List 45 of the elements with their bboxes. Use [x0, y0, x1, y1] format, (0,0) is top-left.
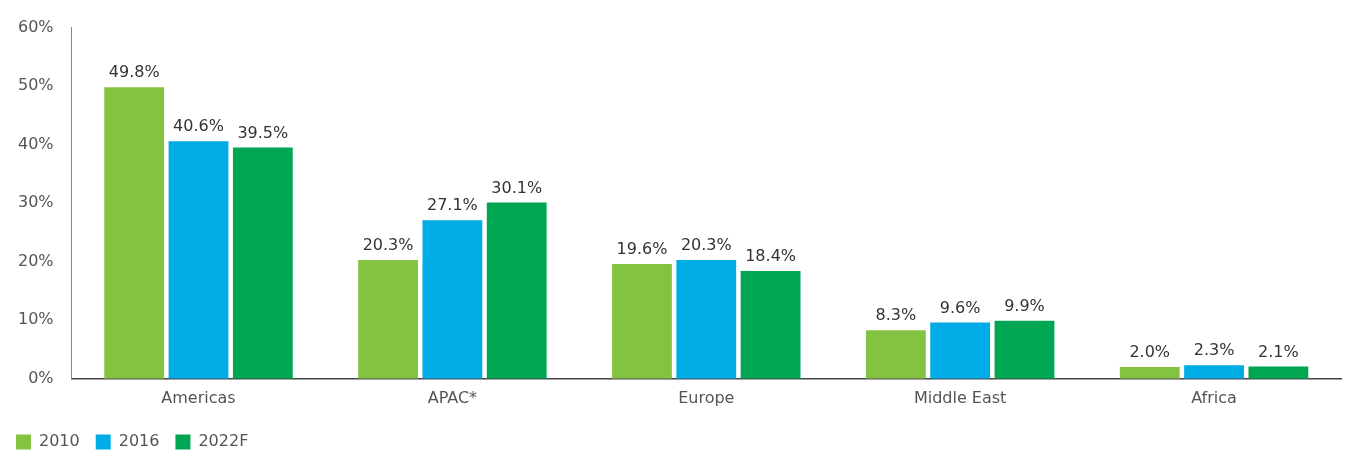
y-tick-label: 60%	[18, 16, 54, 36]
bar	[486, 202, 547, 379]
data-label: 27.1%	[426, 195, 478, 215]
bar	[168, 141, 229, 379]
y-tick-label: 0%	[28, 367, 54, 387]
bar	[740, 271, 801, 379]
legend-label: 2010	[39, 431, 80, 451]
bar	[930, 322, 991, 379]
legend-label: 2022F	[198, 431, 249, 451]
x-tick-label: Middle East	[913, 387, 1007, 407]
y-tick-label: 20%	[18, 250, 54, 270]
data-label: 30.1%	[491, 177, 543, 197]
data-label: 19.6%	[616, 239, 668, 259]
y-tick-label: 10%	[18, 309, 54, 329]
bar	[232, 147, 293, 379]
data-label: 49.8%	[108, 62, 160, 82]
bar	[358, 259, 418, 379]
y-tick-label: 30%	[18, 192, 54, 212]
x-tick-label: APAC*	[427, 387, 478, 407]
data-label: 9.9%	[1004, 296, 1045, 316]
data-label: 2.1%	[1258, 341, 1299, 361]
data-label: 39.5%	[237, 122, 289, 142]
data-label: 20.3%	[680, 235, 732, 255]
y-tick-label: 40%	[18, 133, 54, 153]
data-label: 8.3%	[875, 305, 917, 325]
y-tick-label: 50%	[18, 75, 54, 95]
bar	[104, 87, 165, 379]
data-label: 40.6%	[173, 116, 224, 136]
bar	[612, 264, 672, 379]
bar	[676, 259, 737, 379]
x-tick-label: Africa	[1191, 387, 1237, 407]
bar	[1184, 365, 1244, 379]
legend-label: 2016	[118, 431, 160, 451]
bar	[422, 220, 483, 379]
x-tick-label: Europe	[678, 387, 735, 407]
bar	[1119, 367, 1180, 379]
data-label: 2.0%	[1129, 342, 1171, 362]
data-label: 9.6%	[939, 297, 981, 317]
bar	[865, 330, 926, 379]
data-label: 20.3%	[362, 235, 414, 255]
data-label: 2.3%	[1193, 340, 1235, 360]
data-label: 18.4%	[745, 246, 797, 266]
bar	[994, 320, 1055, 379]
bar	[1248, 366, 1309, 379]
x-tick-label: Americas	[161, 387, 236, 407]
